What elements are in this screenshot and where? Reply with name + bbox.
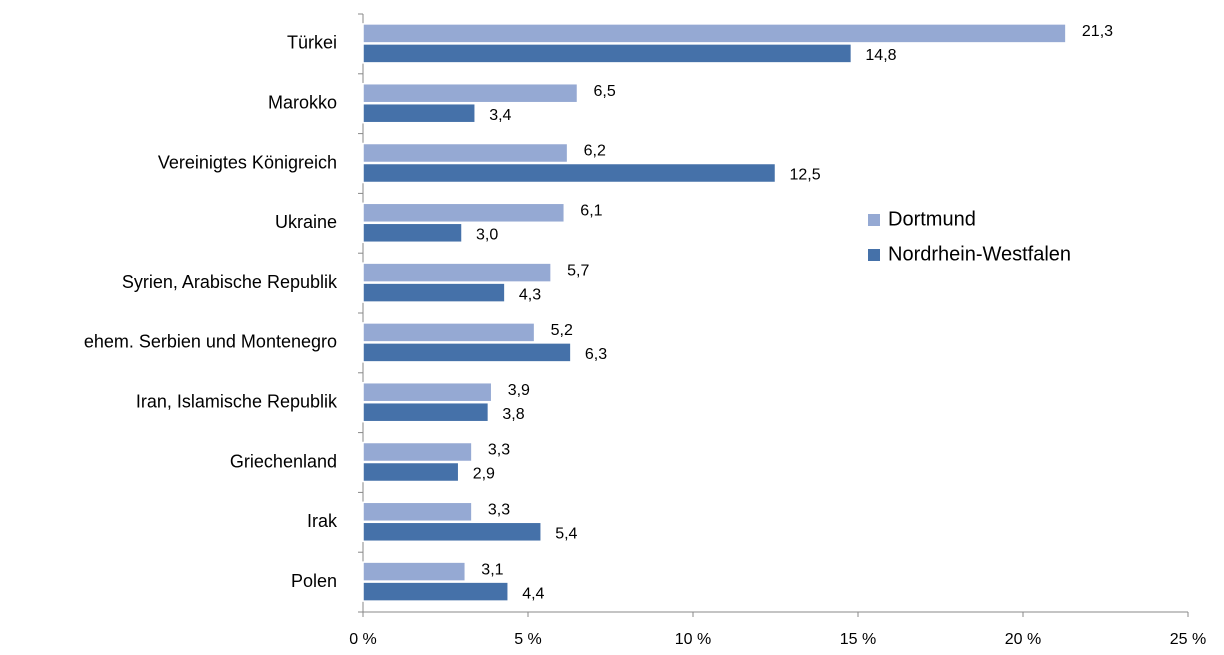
bar	[362, 521, 542, 543]
data-label: 3,9	[508, 382, 530, 399]
data-label: 5,7	[567, 262, 589, 279]
y-tick-label: Iran, Islamische Republik	[136, 391, 338, 411]
y-tick-label: Syrien, Arabische Republik	[122, 272, 338, 292]
x-tick-label: 15 %	[840, 631, 876, 648]
bar	[362, 262, 552, 283]
bar	[362, 162, 777, 184]
y-tick-label: Türkei	[287, 33, 337, 53]
y-tick-label: Polen	[291, 571, 337, 591]
data-label: 21,3	[1082, 23, 1113, 40]
y-tick-label: Irak	[307, 511, 338, 531]
x-tick-label: 0 %	[349, 631, 377, 648]
data-label: 14,8	[865, 47, 896, 64]
data-label: 3,0	[476, 227, 498, 244]
bar	[362, 142, 569, 164]
data-label: 6,5	[594, 83, 616, 100]
legend-label: Dortmund	[888, 208, 976, 230]
y-tick-label: Ukraine	[275, 212, 337, 232]
bar	[362, 401, 490, 423]
legend-swatch	[868, 249, 880, 261]
data-label: 6,2	[584, 143, 606, 160]
x-tick-label: 5 %	[514, 631, 542, 648]
data-label: 5,4	[555, 526, 577, 543]
data-label: 4,3	[519, 286, 541, 303]
y-tick-label: Vereinigtes Königreich	[158, 152, 337, 172]
bar	[362, 561, 467, 582]
bar	[362, 461, 460, 483]
data-label: 3,3	[488, 442, 510, 459]
data-label: 2,9	[473, 466, 495, 483]
x-tick-label: 10 %	[675, 631, 711, 648]
data-label: 5,2	[551, 322, 573, 339]
bar	[362, 342, 572, 363]
x-tick-label: 20 %	[1005, 631, 1041, 648]
bar	[362, 282, 506, 303]
data-label: 3,4	[489, 107, 511, 124]
bar	[362, 441, 473, 463]
data-label: 12,5	[790, 167, 821, 184]
bar	[362, 381, 493, 403]
bar	[362, 102, 476, 124]
y-tick-label: ehem. Serbien und Montenegro	[84, 332, 337, 352]
bar	[362, 202, 566, 224]
legend-swatch	[868, 214, 880, 226]
bar	[362, 222, 463, 244]
data-label: 6,1	[580, 203, 602, 220]
data-label: 3,1	[481, 561, 503, 578]
data-label: 4,4	[522, 585, 544, 602]
bar	[362, 322, 536, 343]
data-label: 3,8	[502, 406, 524, 423]
bar	[362, 581, 509, 602]
legend-label: Nordrhein-Westfalen	[888, 243, 1071, 265]
y-tick-label: Griechenland	[230, 451, 337, 471]
data-label: 6,3	[585, 346, 607, 363]
x-tick-label: 25 %	[1170, 631, 1206, 648]
bar	[362, 23, 1067, 44]
bar	[362, 82, 579, 104]
y-tick-label: Marokko	[268, 92, 337, 112]
bar	[362, 43, 853, 64]
bar	[362, 501, 473, 523]
data-label: 3,3	[488, 502, 510, 519]
